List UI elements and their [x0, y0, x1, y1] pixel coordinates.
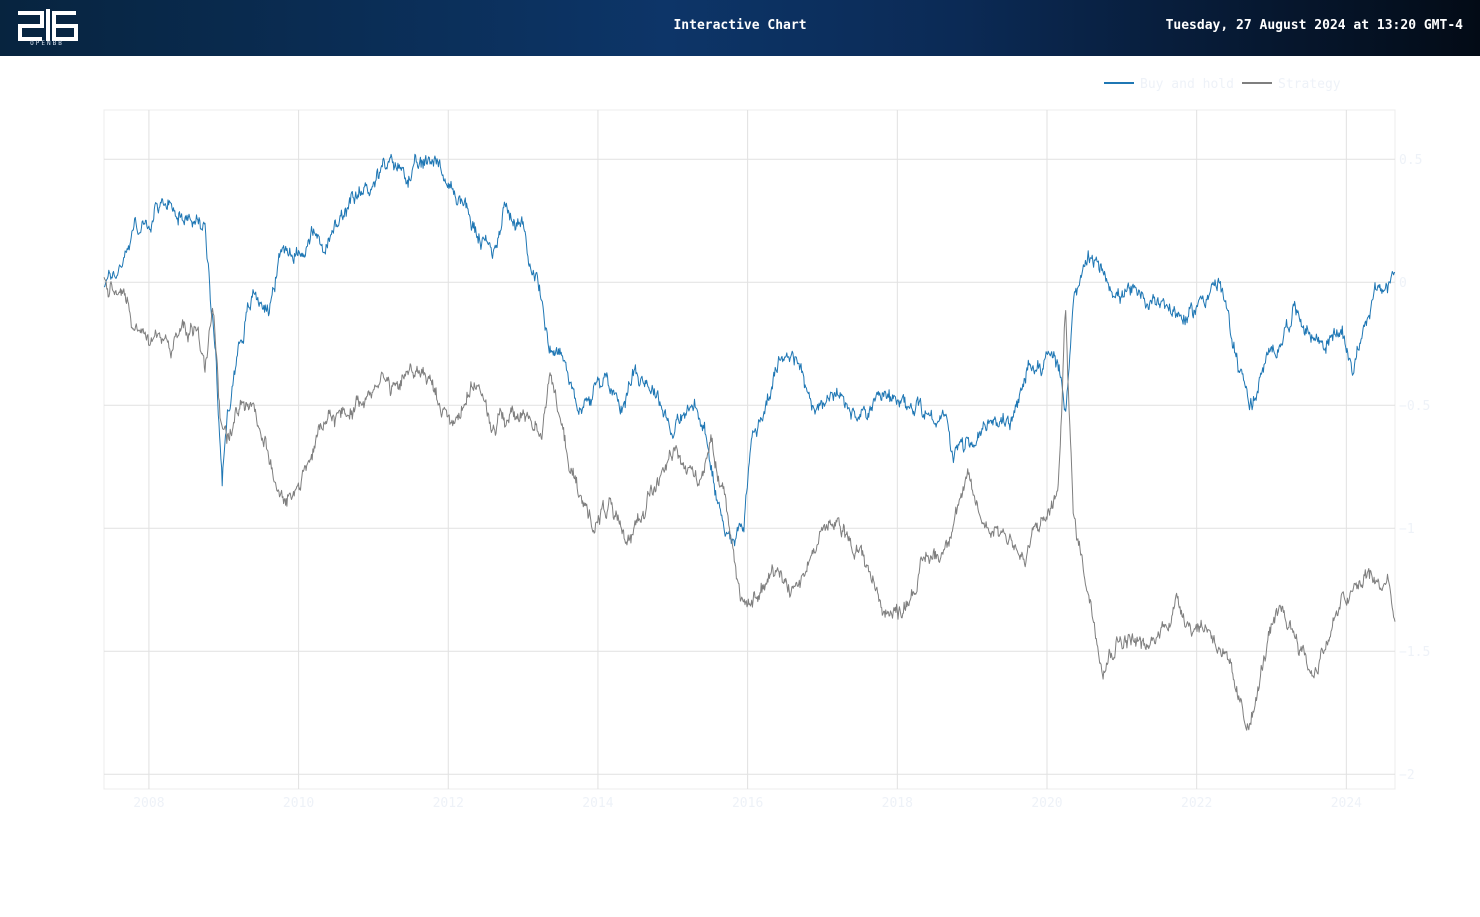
plot-area-frame [103, 109, 1396, 790]
legend-item-strategy[interactable]: Strategy [1242, 77, 1341, 92]
chart-header-title: Interactive Chart [673, 18, 807, 33]
x-tick-label: 2024 [1331, 796, 1362, 811]
series-lines [103, 153, 1396, 731]
x-tick-label: 2020 [1031, 796, 1062, 811]
y-tick-label: −1.5 [1399, 645, 1430, 660]
legend-item-buy-and-hold[interactable]: Buy and hold [1104, 77, 1234, 92]
x-tick-label: 2010 [283, 796, 314, 811]
y-tick-label: 0 [1399, 276, 1407, 291]
line-chart[interactable]: 2008 2010 2012 2014 2016 2018 2020 2022 2024 0.5… [0, 56, 1480, 917]
openbb-logo [18, 9, 78, 41]
y-tick-label: −2 [1399, 768, 1415, 783]
x-tick-label: 2014 [582, 796, 613, 811]
chart-grid [103, 109, 1396, 790]
x-tick-label: 2016 [732, 796, 763, 811]
x-tick-label: 2008 [133, 796, 164, 811]
y-tick-label: −1 [1399, 522, 1415, 537]
y-tick-label: 0.5 [1399, 153, 1422, 168]
header-bar: OPENBB Interactive Chart Tuesday, 27 Aug… [0, 0, 1480, 56]
chart-legend[interactable]: Buy and hold Strategy [1104, 77, 1341, 92]
x-axis-ticks: 2008 2010 2012 2014 2016 2018 2020 2022 2024 [133, 796, 1362, 811]
y-axis-ticks: 0.5 0 −0.5 −1 −1.5 −2 [1399, 153, 1430, 783]
legend-label: Buy and hold [1140, 77, 1234, 92]
x-tick-label: 2018 [882, 796, 913, 811]
series-line-buy-and-hold[interactable] [103, 153, 1396, 547]
x-tick-label: 2022 [1181, 796, 1212, 811]
logo-wordmark: OPENBB [30, 40, 64, 47]
x-tick-label: 2012 [433, 796, 464, 811]
series-line-strategy[interactable] [103, 277, 1396, 731]
y-tick-label: −0.5 [1399, 399, 1430, 414]
legend-label: Strategy [1278, 77, 1341, 92]
header-datetime: Tuesday, 27 August 2024 at 13:20 GMT-4 [1165, 18, 1463, 33]
